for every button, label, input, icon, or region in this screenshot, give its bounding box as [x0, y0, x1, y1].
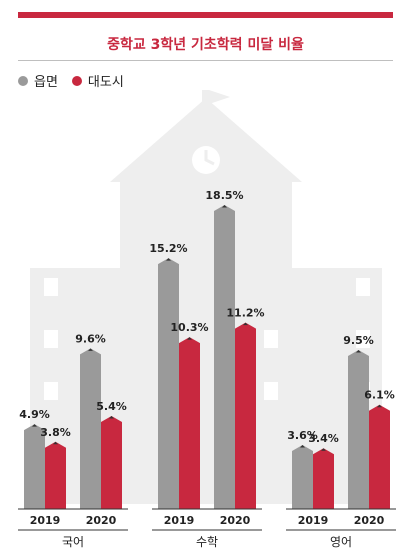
bar-0-1-0 [80, 348, 101, 509]
bar-0-1-1 [101, 416, 122, 509]
data-label: 15.2% [149, 242, 187, 255]
data-label: 18.5% [205, 189, 243, 202]
bar-2-1-0 [348, 349, 369, 509]
bar-0-0-0-tip [32, 424, 37, 427]
data-label: 10.3% [170, 321, 208, 334]
bar-1-1-0 [214, 205, 235, 509]
data-label: 6.1% [364, 389, 395, 402]
title-divider [18, 60, 393, 61]
subject-label: 국어 [62, 535, 84, 549]
legend-dot-metro [71, 75, 82, 86]
data-label: 5.4% [96, 400, 127, 413]
bar-1-0-0-tip [166, 258, 171, 261]
bar-2-1-1-tip [377, 404, 382, 408]
chart-title: 중학교 3학년 기초학력 미달 비율 [107, 37, 304, 53]
year-tick-label: 2019 [164, 514, 195, 527]
data-label: 3.4% [308, 432, 339, 445]
legend-dot-rural [18, 75, 28, 86]
year-tick-label: 2020 [354, 514, 385, 527]
bar-1-0-1 [179, 337, 200, 509]
year-tick-label: 2020 [86, 514, 117, 527]
bar-2-0-0-tip [300, 445, 305, 448]
bar-1-1-1-tip [243, 322, 248, 326]
bar-2-0-1 [313, 448, 334, 509]
data-label: 3.8% [40, 426, 71, 439]
bar-0-1-0-tip [88, 348, 93, 351]
legend-item-metro: 대도시 [71, 71, 124, 90]
bar-0-0-0 [24, 424, 45, 509]
bar-1-1-1 [235, 322, 256, 509]
subject-label: 수학 [196, 535, 218, 549]
year-tick-label: 2020 [220, 514, 251, 527]
bar-2-1-0-tip [356, 349, 361, 353]
bar-1-0-0 [158, 258, 179, 509]
data-label: 11.2% [226, 307, 264, 320]
data-label: 4.9% [19, 408, 50, 421]
bar-0-0-1 [45, 441, 66, 509]
bar-2-0-0 [292, 445, 313, 509]
bar-1-1-0-tip [222, 205, 227, 208]
bar-2-1-1 [369, 404, 390, 509]
subject-label: 영어 [330, 535, 352, 549]
data-label: 3.6% [287, 429, 318, 442]
bar-0-1-1-tip [109, 416, 114, 419]
legend-label-rural: 읍면 [34, 75, 58, 90]
bar-1-0-1-tip [187, 337, 192, 340]
bar-2-0-1-tip [321, 448, 326, 451]
legend-label-metro: 대도시 [87, 75, 124, 90]
legend: 읍면 대도시 [18, 71, 138, 90]
data-label: 9.5% [343, 334, 374, 347]
year-tick-label: 2019 [30, 514, 61, 527]
data-label: 9.6% [75, 332, 106, 345]
title-top-bar [18, 12, 393, 18]
bar-0-0-1-tip [53, 441, 58, 445]
legend-item-rural: 읍면 [18, 71, 58, 90]
year-tick-label: 2019 [298, 514, 329, 527]
